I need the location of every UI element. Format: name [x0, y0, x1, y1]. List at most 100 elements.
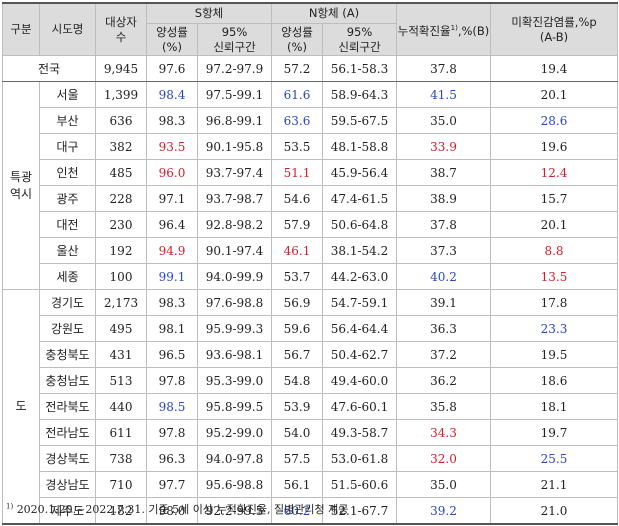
cell-diff: 19.5 [490, 341, 619, 368]
region-name: 전라북도 [39, 393, 96, 420]
cell-cum: 38.7 [396, 159, 492, 186]
cell-n-rate: 53.7 [271, 263, 323, 290]
cell-diff: 25.5 [490, 445, 619, 472]
cell-s-ci: 90.1-97.4 [197, 237, 272, 264]
cell-s-rate: 94.9 [146, 237, 198, 264]
table-row: 제주도 182 98.0 92.2-99.5 60.2 52.1-67.7 39.2 21.0 [3, 497, 619, 525]
table-row: 인천 485 96.0 93.7-97.4 51.1 45.9-56.4 38.7 12.4 [3, 159, 619, 186]
cell-cum: 35.0 [396, 107, 492, 134]
cell-s-rate: 99.1 [146, 263, 198, 290]
cell-n: 636 [95, 107, 147, 134]
header-cumulative-unit: ,%(B) [457, 23, 490, 38]
cell-cum: 34.3 [396, 419, 492, 446]
table-row: 강원도 495 98.1 95.9-99.3 59.6 56.4-64.4 36.3 23.3 [3, 315, 619, 342]
cell-n-rate: 56.9 [271, 289, 323, 316]
cell-n-ci: 38.1-54.2 [321, 237, 398, 264]
cell-n: 738 [95, 445, 147, 472]
cell-diff: 21.1 [490, 471, 619, 498]
header-s-ci: 95% 신뢰구간 [197, 23, 272, 56]
region-name: 전라남도 [39, 419, 96, 446]
header-cumulative-text: 누적확진율 [397, 23, 451, 38]
cell-n-ci: 51.5-60.6 [321, 471, 398, 498]
cell-n-ci: 49.4-60.0 [321, 367, 398, 394]
header-undiagnosed-text: 미확진감염률,%p [511, 14, 597, 29]
cell-n-ci: 47.4-61.5 [321, 185, 398, 212]
cell-cum: 39.2 [396, 497, 492, 525]
cell-n: 100 [95, 263, 147, 290]
cell-s-ci: 93.6-98.1 [197, 341, 272, 368]
region-name: 대전 [39, 211, 96, 238]
national-s-ci: 97.2-97.9 [197, 55, 272, 82]
cell-s-rate: 96.3 [146, 445, 198, 472]
national-s-rate: 97.6 [146, 55, 198, 82]
cell-s-rate: 96.5 [146, 341, 198, 368]
cell-cum: 35.8 [396, 393, 492, 420]
cell-s-rate: 93.5 [146, 133, 198, 160]
cell-s-ci: 93.7-97.4 [197, 159, 272, 186]
cell-n: 228 [95, 185, 147, 212]
header-s-positivity: 양성률 (%) [146, 23, 198, 56]
cell-n-rate: 56.7 [271, 341, 323, 368]
cell-s-ci: 92.8-98.2 [197, 211, 272, 238]
header-n-ci-text: 95% 신뢰구간 [338, 24, 381, 54]
cell-n: 611 [95, 419, 147, 446]
cell-n: 182 [95, 497, 147, 525]
region-name: 경기도 [39, 289, 96, 316]
cell-s-rate: 98.3 [146, 107, 198, 134]
table-row: 울산 192 94.9 90.1-97.4 46.1 38.1-54.2 37.3 8.8 [3, 237, 619, 264]
cell-s-ci: 90.1-95.8 [197, 133, 272, 160]
cell-diff: 28.6 [490, 107, 619, 134]
header-cumulative-sup: 1) [450, 23, 458, 32]
region-name: 경상북도 [39, 445, 96, 472]
header-subjects-text: 대상자 수 [105, 14, 137, 44]
header-n-antibody: N항체 (A) [270, 2, 398, 24]
cell-n-rate: 57.9 [271, 211, 323, 238]
cell-n-ci: 52.1-67.7 [321, 497, 398, 525]
national-n-ci: 56.1-58.3 [321, 55, 398, 82]
table-row: 부산 636 98.3 96.8-99.1 63.6 59.5-67.5 35.0 28.6 [3, 107, 619, 134]
cell-n-ci: 58.9-64.3 [321, 81, 398, 108]
footnote-mark: 1) [6, 502, 14, 511]
cell-n-rate: 63.6 [271, 107, 323, 134]
table-row: 특광 역시 서울 1,399 98.4 97.5-99.1 61.6 58.9-64.3 41… [2, 81, 619, 290]
cell-n-rate: 46.1 [271, 237, 323, 264]
cell-n-rate: 57.5 [271, 445, 323, 472]
cell-cum: 37.3 [396, 237, 492, 264]
region-name: 부산 [39, 107, 96, 134]
cell-s-ci: 95.8-99.5 [197, 393, 272, 420]
cell-s-ci: 95.9-99.3 [197, 315, 272, 342]
cell-n-rate: 53.5 [271, 133, 323, 160]
table-row: 광주 228 97.1 93.7-98.7 54.6 47.4-61.5 38.9 15.7 [3, 185, 619, 212]
cell-n: 513 [95, 367, 147, 394]
cell-diff: 23.3 [490, 315, 619, 342]
region-name: 충청남도 [39, 367, 96, 394]
cell-s-rate: 98.4 [146, 81, 198, 108]
cell-n-ci: 54.7-59.1 [321, 289, 398, 316]
cell-cum: 40.2 [396, 263, 492, 290]
cell-n-rate: 53.9 [271, 393, 323, 420]
cell-n: 382 [95, 133, 147, 160]
region-name: 울산 [39, 237, 96, 264]
cell-s-rate: 98.5 [146, 393, 198, 420]
cell-n-rate: 54.6 [271, 185, 323, 212]
region-name: 대구 [39, 133, 96, 160]
footnote: 1) 2020.1.20.~2022.7.31. 기준 5세 이상 누적확진율,… [6, 501, 348, 517]
cell-n-ci: 53.0-61.8 [321, 445, 398, 472]
cell-n: 495 [95, 315, 147, 342]
cell-diff: 18.6 [490, 367, 619, 394]
cell-s-ci: 92.2-99.5 [197, 497, 272, 525]
cell-diff: 19.7 [490, 419, 619, 446]
region-name: 광주 [39, 185, 96, 212]
cell-diff: 20.1 [490, 81, 619, 108]
region-name: 강원도 [39, 315, 96, 342]
table-row: 전라남도 611 97.8 95.2-99.0 54.0 49.3-58.7 34.3 19.… [3, 419, 619, 446]
table-row: 경상남도 710 97.7 95.6-98.8 56.1 51.5-60.6 35.0 21.… [3, 471, 619, 498]
cell-diff: 12.4 [490, 159, 619, 186]
cell-s-ci: 97.5-99.1 [197, 81, 272, 108]
cell-s-rate: 96.4 [146, 211, 198, 238]
cell-diff: 21.0 [490, 497, 619, 525]
cell-s-ci: 95.2-99.0 [197, 419, 272, 446]
header-cumulative: 누적확진율1),%(B) [396, 2, 492, 56]
